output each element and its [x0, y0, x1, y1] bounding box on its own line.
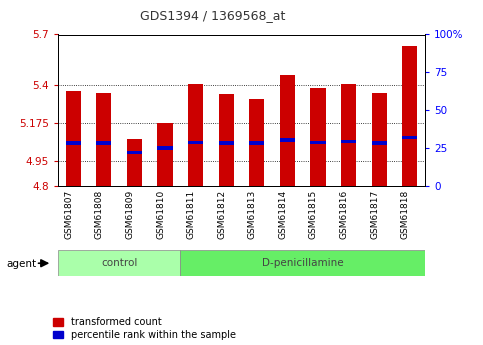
Bar	[371, 141, 387, 145]
Text: GSM61815: GSM61815	[309, 189, 318, 239]
Bar	[219, 141, 234, 145]
Text: GSM61808: GSM61808	[95, 189, 104, 239]
Text: control: control	[101, 258, 137, 268]
Text: GSM61816: GSM61816	[340, 189, 349, 239]
Text: GSM61818: GSM61818	[401, 189, 410, 239]
Bar	[66, 91, 81, 186]
Bar	[96, 141, 112, 145]
Bar	[127, 151, 142, 155]
Text: GDS1394 / 1369568_at: GDS1394 / 1369568_at	[140, 9, 285, 22]
Bar	[311, 88, 326, 186]
Bar	[249, 141, 265, 145]
Bar	[402, 46, 417, 186]
Bar	[188, 84, 203, 186]
Bar	[157, 147, 173, 150]
Bar	[341, 140, 356, 144]
Bar	[219, 95, 234, 186]
Text: GSM61811: GSM61811	[186, 189, 196, 239]
Bar	[58, 250, 180, 276]
Text: GSM61809: GSM61809	[126, 189, 134, 239]
Bar	[311, 141, 326, 144]
Text: agent: agent	[6, 259, 36, 269]
Text: GSM61807: GSM61807	[64, 189, 73, 239]
Text: GSM61810: GSM61810	[156, 189, 165, 239]
Bar	[96, 93, 112, 186]
Bar	[180, 250, 425, 276]
Bar	[249, 99, 265, 186]
Bar	[371, 93, 387, 186]
Text: GSM61812: GSM61812	[217, 189, 226, 238]
Bar	[280, 138, 295, 142]
Bar	[188, 141, 203, 144]
Bar	[66, 141, 81, 145]
Text: GSM61814: GSM61814	[278, 189, 287, 238]
Bar	[341, 84, 356, 186]
Text: GSM61817: GSM61817	[370, 189, 379, 239]
Text: GSM61813: GSM61813	[248, 189, 257, 239]
Bar	[157, 123, 173, 186]
Text: D-penicillamine: D-penicillamine	[262, 258, 343, 268]
Bar	[402, 136, 417, 139]
Legend: transformed count, percentile rank within the sample: transformed count, percentile rank withi…	[53, 317, 236, 340]
Bar	[280, 75, 295, 186]
Bar	[127, 139, 142, 186]
